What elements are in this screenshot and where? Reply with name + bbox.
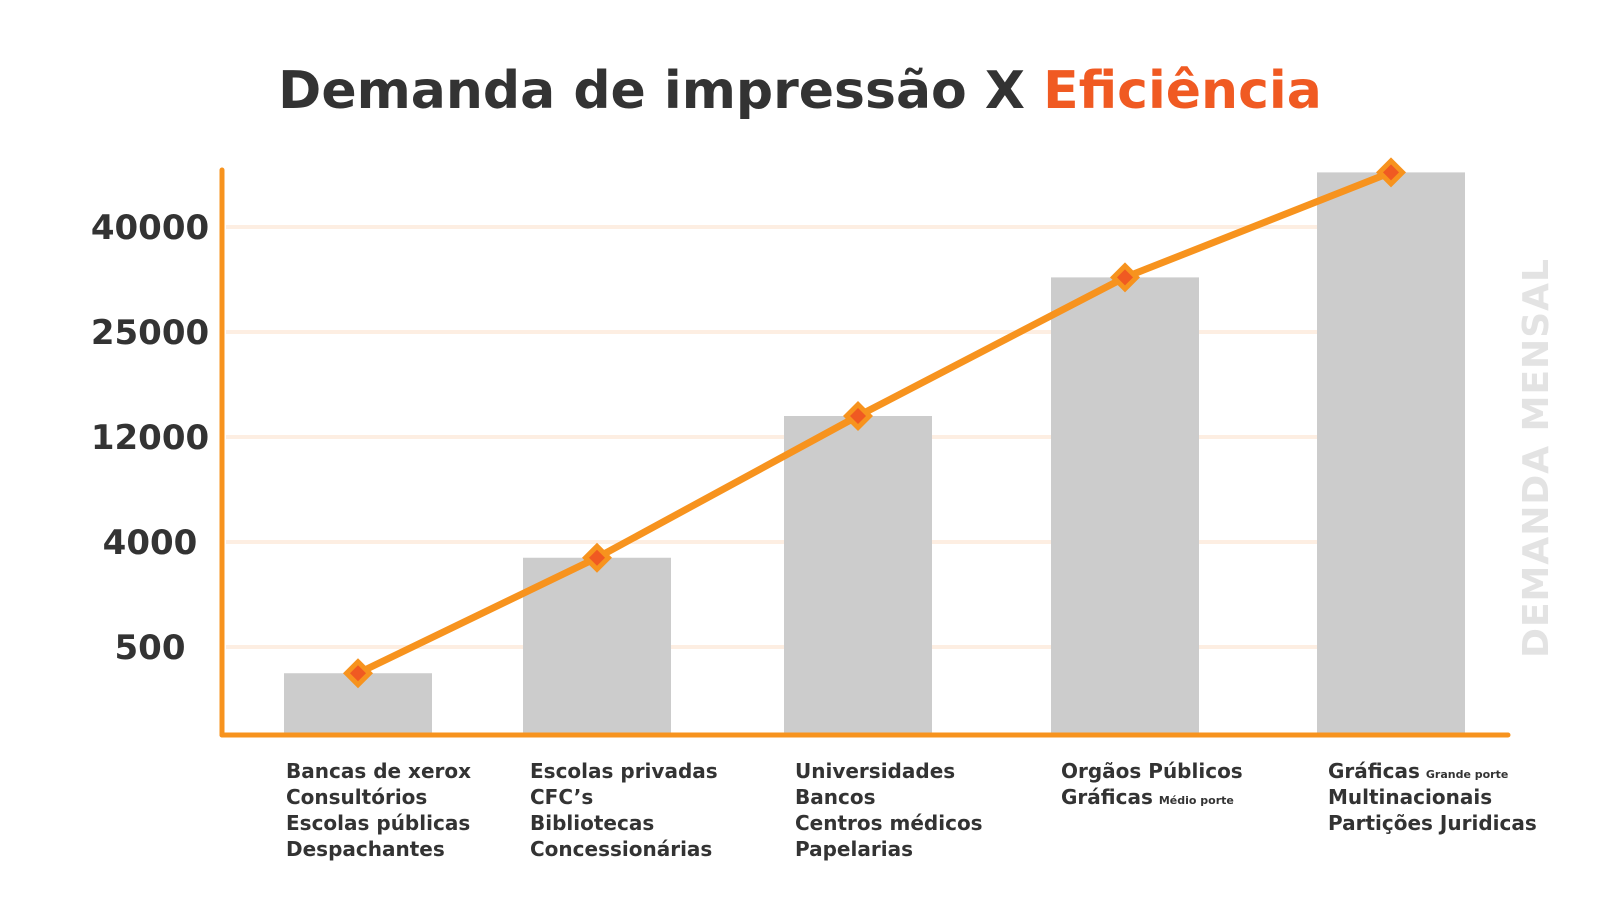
category-label-line: Bancas de xerox: [286, 759, 471, 783]
category-label-text: Centros médicos: [795, 811, 983, 835]
category-label: Escolas privadasCFC’sBibliotecasConcessi…: [530, 759, 718, 861]
category-label-line: Concessionárias: [530, 837, 712, 861]
category-label-line: Papelarias: [795, 837, 913, 861]
category-label-line: CFC’s: [530, 785, 593, 809]
category-label-text: CFC’s: [530, 785, 593, 809]
category-label-note: Grande porte: [1426, 768, 1508, 781]
bar: [523, 557, 671, 735]
category-label-text: Despachantes: [286, 837, 445, 861]
category-label-text: Papelarias: [795, 837, 913, 861]
bar: [1317, 172, 1465, 735]
axes: [219, 167, 1511, 738]
trend-marker-center: [350, 665, 366, 682]
y-ticks: 500 4000 12000 25000 40000: [91, 208, 209, 668]
category-label-line: Escolas públicas: [286, 811, 470, 835]
category-label-line: Despachantes: [286, 837, 445, 861]
category-label-text: Bancas de xerox: [286, 759, 471, 783]
category-label-text: Gráficas: [1061, 785, 1153, 809]
category-label-line: Bancos: [795, 785, 875, 809]
category-label-text: Partições Juridicas: [1328, 811, 1537, 835]
category-label-text: Bancos: [795, 785, 875, 809]
chart-title-main: Demanda de impressão X: [278, 61, 1043, 121]
trend-marker-center: [1383, 164, 1399, 181]
category-label: Gráficas Grande porte MultinacionaisPartiç…: [1328, 759, 1537, 835]
bars: [284, 172, 1465, 735]
category-label-text: Concessionárias: [530, 837, 712, 861]
category-label-text: Bibliotecas: [530, 811, 654, 835]
y-tick-label: 40000: [91, 208, 209, 248]
category-label-text: Multinacionais: [1328, 785, 1492, 809]
category-label-line: Centros médicos: [795, 811, 983, 835]
category-label-line: Bibliotecas: [530, 811, 654, 835]
y-tick-label: 500: [115, 628, 186, 668]
bar: [784, 416, 932, 735]
y-tick-label: 25000: [91, 313, 209, 353]
category-label-text: Escolas públicas: [286, 811, 470, 835]
trend-marker-center: [850, 408, 866, 424]
category-label-text: Escolas privadas: [530, 759, 718, 783]
category-label-line: Escolas privadas: [530, 759, 718, 783]
category-label-text: Universidades: [795, 759, 955, 783]
category-label-note: Médio porte: [1159, 794, 1234, 807]
category-label-line: Gráficas Grande porte: [1328, 759, 1508, 783]
category-label-line: Partições Juridicas: [1328, 811, 1537, 835]
category-label-line: Consultórios: [286, 785, 427, 809]
chart-title-accent: Eficiência: [1043, 61, 1322, 121]
category-label-line: Orgãos Públicos: [1061, 759, 1243, 783]
y-tick-label: 4000: [103, 523, 198, 563]
trend-marker-center: [1117, 269, 1133, 286]
category-label-text: Orgãos Públicos: [1061, 759, 1243, 783]
category-label-line: Gráficas Médio porte: [1061, 785, 1234, 809]
y-axis-label: DEMANDA MENSAL: [1516, 258, 1557, 658]
category-label-line: Universidades: [795, 759, 955, 783]
bar: [1051, 277, 1199, 735]
chart-title: Demanda de impressão X Eficiência: [278, 61, 1322, 121]
category-label-text: Gráficas: [1328, 759, 1420, 783]
category-label-text: Consultórios: [286, 785, 427, 809]
trend-marker-center: [589, 549, 605, 566]
category-label-line: Multinacionais: [1328, 785, 1492, 809]
trend-line: [343, 157, 1406, 689]
y-tick-label: 12000: [91, 418, 209, 458]
